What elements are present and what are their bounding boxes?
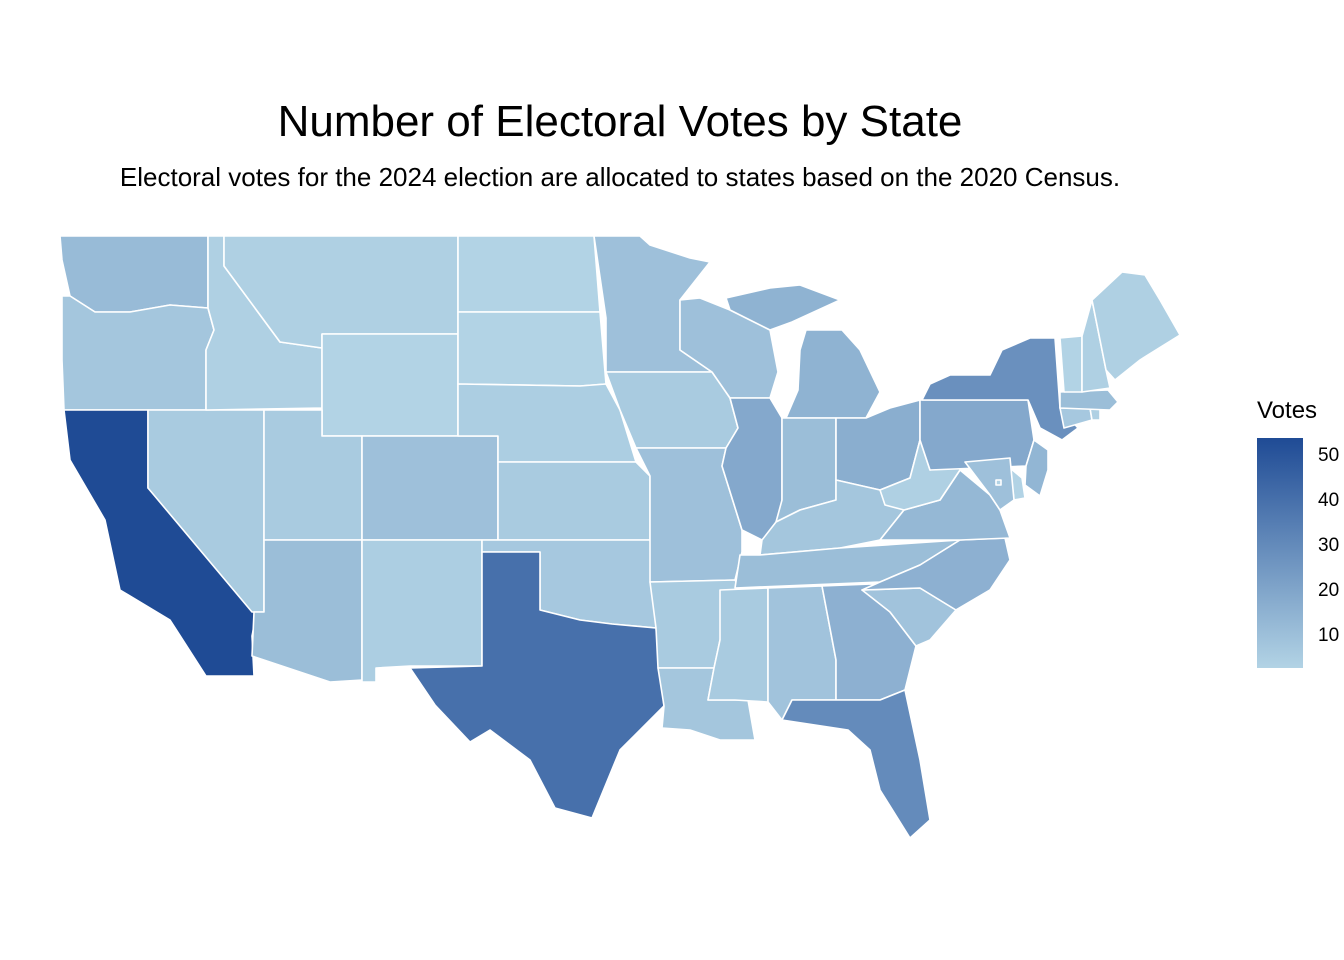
state-tx [409, 551, 665, 819]
state-shapes [59, 235, 1181, 839]
legend-tick-mark [1303, 455, 1309, 458]
state-sd [457, 311, 607, 387]
state-nm [361, 539, 483, 683]
legend-tick-mark [1303, 635, 1309, 638]
state-nc [861, 537, 1011, 611]
legend-tick-label: 30 [1318, 535, 1340, 557]
state-fl [781, 689, 931, 839]
legend-tick-mark [1303, 590, 1309, 593]
state-il [721, 397, 783, 541]
state-nh [1081, 299, 1111, 393]
state-me [1091, 271, 1181, 381]
legend-tick-label: 10 [1318, 625, 1340, 647]
legend-tick-label: 40 [1318, 490, 1340, 512]
legend-tick-mark [1303, 500, 1309, 503]
legend-tick-label: 50 [1318, 445, 1340, 467]
legend-tick-mark [1303, 545, 1309, 548]
page-title: Number of Electoral Votes by State [277, 97, 963, 146]
state-wy [321, 333, 459, 437]
state-wa [59, 235, 209, 313]
state-or [61, 295, 215, 411]
state-wi [679, 297, 779, 399]
state-ct [1059, 407, 1093, 429]
state-dc [995, 479, 1002, 486]
legend-title: Votes [1257, 397, 1318, 424]
legend-tick-label: 20 [1318, 580, 1340, 602]
state-co [361, 435, 499, 541]
state-vt [1059, 335, 1083, 393]
page-subtitle: Electoral votes for the 2024 election ar… [119, 162, 1121, 192]
state-ks [497, 461, 651, 541]
state-nd [457, 235, 601, 313]
state-nj [1024, 439, 1049, 497]
state-pa [919, 399, 1035, 471]
state-az [251, 539, 363, 683]
legend-colorbar [1257, 438, 1303, 668]
state-md [964, 457, 1015, 511]
state-ma [1059, 389, 1119, 411]
